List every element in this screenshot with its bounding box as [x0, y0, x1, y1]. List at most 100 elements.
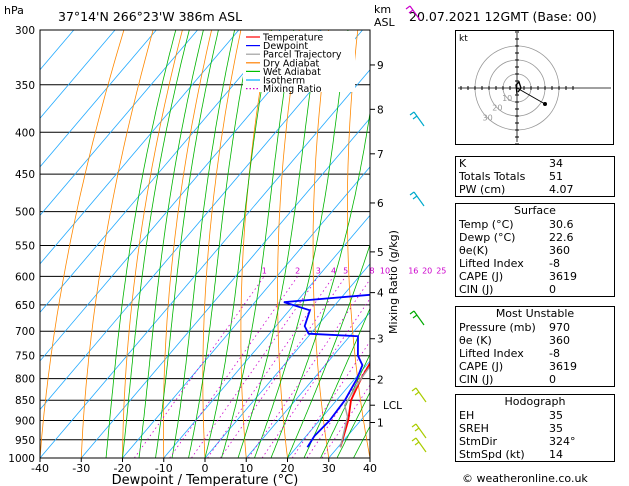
hodograph-param-name: SREH	[459, 422, 489, 435]
mixing-ratio-label: 3	[316, 266, 321, 275]
isotherm-line	[40, 30, 157, 168]
isotherm-line	[40, 30, 281, 314]
copyright: © weatheronline.co.uk	[462, 472, 588, 485]
dry-adiabat-line	[80, 30, 154, 458]
wet-adiabat-line	[287, 243, 370, 458]
pressure-tick-label: 750	[15, 351, 35, 363]
wet-adiabat-line	[221, 30, 295, 458]
surface-value: 360	[549, 244, 570, 257]
hodograph-param-name: StmDir	[459, 435, 498, 448]
wet-adiabat-line	[105, 30, 177, 458]
index-row: PW (cm) 4.07	[456, 183, 614, 196]
mixing-ratio-label: 8	[369, 266, 374, 275]
index-row: Totals Totals 51	[456, 170, 614, 183]
most-unstable-value: 0	[549, 373, 556, 386]
wind-barbs	[405, 5, 427, 453]
pressure-tick-label: 450	[15, 169, 35, 181]
pressure-tick-label: 1000	[8, 453, 35, 465]
index-name: Totals Totals	[459, 170, 526, 183]
dry-adiabat-line	[40, 30, 125, 458]
sounding-series	[283, 293, 370, 448]
hodograph-ring-label: 10	[502, 94, 512, 103]
wind-barb	[411, 387, 427, 403]
mixing-ratio-line	[321, 384, 370, 458]
isotherm-line	[40, 30, 116, 119]
mixing-ratio-axis-title: Mixing Ratio (g/kg)	[387, 230, 400, 334]
isotherm-line	[80, 117, 370, 458]
hodograph-ring-label: 30	[483, 113, 493, 122]
isotherm-line	[40, 69, 370, 458]
wet-adiabat-lines	[105, 30, 370, 458]
surface-name: CIN (J)	[459, 283, 494, 296]
height-tick-label: 2	[377, 375, 384, 387]
hodograph-param-row: StmSpd (kt) 14	[456, 448, 614, 461]
mixing-ratio-line	[248, 278, 370, 458]
index-name: K	[459, 157, 467, 170]
isotherm-line	[245, 311, 370, 458]
wet-adiabat-line	[270, 109, 370, 458]
surface-name: CAPE (J)	[459, 270, 504, 283]
wet-adiabat-line	[254, 30, 349, 458]
mixing-ratio-label: 1	[262, 266, 267, 275]
x-axis-title: Dewpoint / Temperature (°C)	[112, 473, 299, 486]
temperature-tick-label: 40	[363, 462, 377, 475]
most-unstable-value: 360	[549, 334, 570, 347]
storm-motion-marker	[543, 102, 547, 106]
surface-row: θe(K) 360	[456, 244, 614, 257]
index-value: 34	[549, 157, 563, 170]
wind-barb	[409, 111, 425, 127]
pressure-tick-label: 500	[15, 207, 35, 219]
most-unstable-value: -8	[549, 347, 560, 360]
legend-label: Temperature	[262, 33, 323, 44]
wet-adiabat-line	[303, 307, 370, 458]
dry-adiabat-line	[240, 30, 271, 458]
hodograph-param-value: 324°	[549, 435, 576, 448]
most-unstable-row: CAPE (J) 3619	[456, 360, 614, 373]
most-unstable-row: Pressure (mb) 970	[456, 321, 614, 334]
surface-row: CAPE (J) 3619	[456, 270, 614, 283]
mixing-ratio-line	[261, 297, 370, 458]
station-location: 37°14'N 266°23'W 386m ASL	[58, 9, 243, 24]
mixing-ratio-line	[169, 276, 298, 458]
series-line-temperature	[339, 361, 370, 448]
isotherm-line	[287, 360, 370, 458]
legend-label: Isotherm	[263, 76, 305, 87]
height-tick-label: 8	[377, 104, 384, 116]
height-axis: 9 8 7 6 5 4 3 2 LCL 1	[370, 60, 402, 430]
hodograph-title: Hodograph	[504, 395, 566, 408]
legend-label: Mixing Ratio	[263, 84, 322, 95]
hodograph-param-row: EH 35	[456, 409, 614, 422]
mixing-ratio-label: 10	[380, 266, 390, 275]
asl-unit-label: ASL	[374, 16, 395, 29]
mixing-ratio-label: 4	[331, 266, 336, 275]
wet-adiabat-line	[122, 30, 190, 458]
wet-adiabat-line	[204, 30, 273, 458]
mixing-ratio-label: 2	[295, 266, 300, 275]
hodograph-panel: Hodograph EH 35 SREH 35 StmDir 324° StmSpd (kt…	[455, 394, 615, 462]
wind-barb	[409, 191, 425, 207]
surface-row: Lifted Index -8	[456, 257, 614, 270]
storm-motion-vector	[516, 87, 546, 105]
wind-barb	[411, 423, 427, 439]
pressure-tick-label: 300	[15, 25, 35, 37]
isotherm-line	[40, 30, 198, 216]
wet-adiabat-line	[188, 30, 253, 458]
pressure-tick-label: 950	[15, 435, 35, 447]
series-line-dewpoint	[283, 293, 370, 448]
temperature-tick-label: 20	[281, 462, 295, 475]
surface-name: θe(K)	[459, 244, 489, 257]
mixing-ratio-line	[134, 276, 265, 458]
surface-value: 22.6	[549, 231, 574, 244]
pressure-tick-label: 550	[15, 240, 35, 252]
height-tick-label: 3	[377, 334, 384, 346]
height-tick-label: 4	[377, 288, 384, 300]
height-tick-label: 9	[377, 60, 384, 72]
pressure-tick-label: 600	[15, 271, 35, 283]
pressure-tick-label: 650	[15, 300, 35, 312]
temperature-tick-label: -20	[114, 462, 132, 475]
surface-row: Dewp (°C) 22.6	[456, 231, 614, 244]
hodograph-param-value: 14	[549, 448, 563, 461]
mixing-ratio-label: 25	[436, 266, 446, 275]
mixing-ratio-line	[291, 340, 370, 458]
